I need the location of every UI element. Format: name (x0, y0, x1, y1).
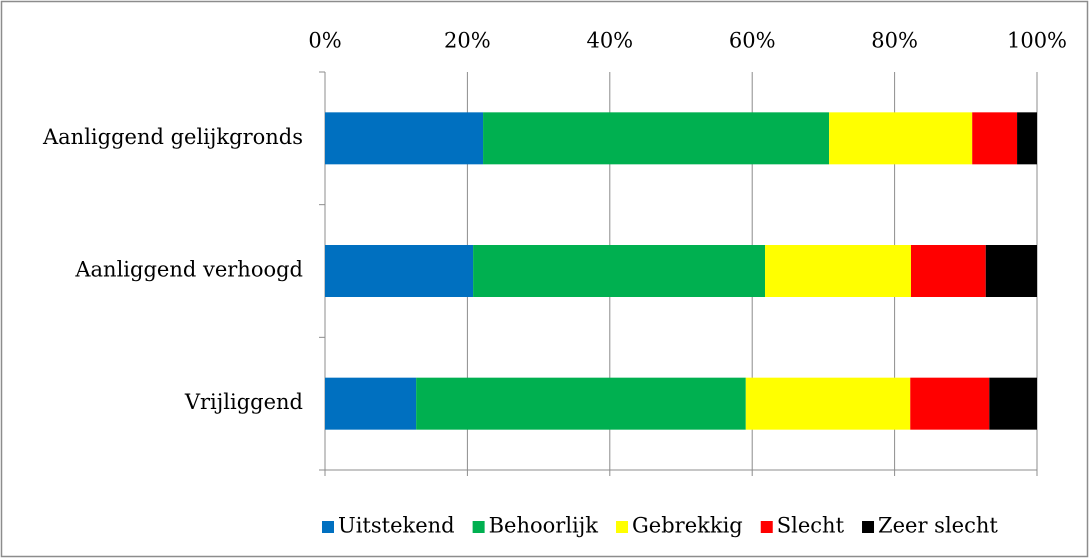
bar-segment (416, 377, 746, 430)
bar-segment (972, 112, 1018, 165)
bar-segment (325, 245, 474, 297)
x-tick-label: 40% (586, 29, 633, 53)
bar-segment (483, 112, 830, 165)
bar-segment (473, 245, 766, 297)
bar-segment (910, 245, 986, 297)
x-tick-label: 20% (444, 29, 491, 53)
legend-swatch (760, 521, 773, 533)
legend-swatch (472, 521, 485, 533)
legend-swatch (616, 521, 629, 533)
bar-segment (829, 112, 973, 165)
x-tick-label: 80% (871, 29, 918, 53)
x-tick-label: 100% (1007, 29, 1067, 53)
legend-swatch (862, 521, 875, 533)
bar-segment (745, 377, 911, 430)
bar-segment (325, 112, 484, 165)
bar-segment (989, 377, 1037, 430)
legend-label: Behoorlijk (489, 514, 599, 538)
y-tick-label: Vrijliggend (184, 390, 303, 414)
legend-label: Slecht (777, 514, 845, 538)
x-tick-label: 0% (308, 29, 341, 53)
bar-segment (985, 245, 1037, 297)
y-tick-label: Aanliggend verhoogd (74, 258, 303, 282)
bar-segment (325, 377, 417, 430)
bar-segment (765, 245, 911, 297)
bar-segment (910, 377, 990, 430)
legend-label: Gebrekkig (632, 514, 743, 538)
x-tick-label: 60% (729, 29, 776, 53)
legend-label: Zeer slecht (878, 514, 998, 538)
bar-segment (1017, 112, 1037, 165)
legend-label: Uitstekend (338, 514, 455, 538)
y-tick-label: Aanliggend gelijkgronds (42, 125, 303, 149)
legend-swatch (322, 521, 334, 533)
